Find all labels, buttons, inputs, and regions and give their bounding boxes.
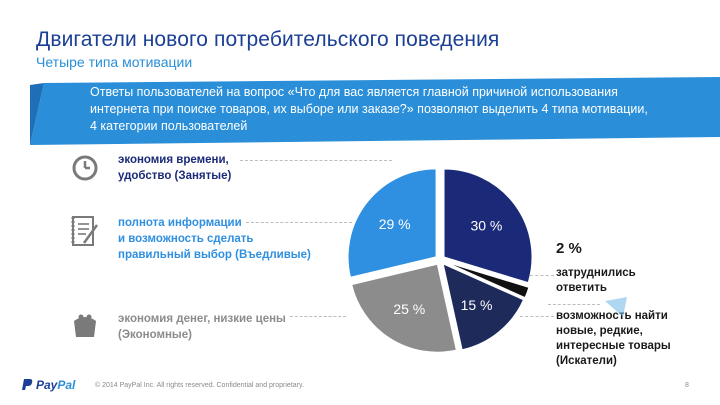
seekers-line-4: (Искатели) — [556, 355, 617, 367]
motive-economical-line-1: экономия денег, низкие цены — [118, 313, 286, 325]
undecided-percent: 2 % — [556, 240, 582, 257]
paypal-logo: PayPal — [36, 378, 75, 392]
seekers-line-1: возможность найти — [556, 310, 668, 322]
pie-slice-3 — [442, 263, 525, 351]
motive-economical-label: экономия денег, низкие цены (Экономные) — [118, 311, 318, 343]
seekers-line-3: интересные товары — [556, 340, 671, 352]
question-banner — [0, 75, 720, 147]
leader-line-thorough — [246, 222, 352, 223]
motive-thorough-line-2: и возможность сделать — [118, 233, 254, 245]
leader-line-economical — [290, 316, 346, 317]
pie-slice-1 — [443, 168, 533, 284]
paypal-logo-pal: Pal — [57, 378, 76, 392]
paypal-logo-pay: Pay — [36, 378, 58, 392]
copyright-text: © 2014 PayPal Inc. All rights reserved. … — [95, 382, 304, 389]
motive-thorough-label: полнота информации и возможность сделать… — [118, 215, 318, 263]
pie-slice-label-3: 15 % — [461, 297, 493, 313]
pie-slice-4 — [351, 263, 457, 353]
motive-busy-line-2: удобство (Занятые) — [118, 170, 232, 182]
motive-thorough-line-1: полнота информации — [118, 217, 242, 229]
banner-text: Ответы пользователей на вопрос «Что для … — [90, 85, 648, 133]
motive-thorough-line-3: правильный выбор (Въедливые) — [118, 249, 311, 261]
page-subtitle: Четыре типа мотивации — [36, 54, 193, 70]
motive-economical-line-2: (Экономные) — [118, 329, 192, 341]
seekers-line-2: новые, редкие, — [556, 325, 643, 337]
pie-slice-2 — [444, 261, 530, 299]
leader-line-undecided-2 — [548, 304, 600, 305]
undecided-line-2: ответить — [556, 282, 607, 294]
leader-line-seekers — [520, 316, 554, 317]
wallet-icon — [70, 309, 100, 341]
undecided-label: затруднились ответить — [556, 266, 636, 296]
motive-busy-line-1: экономия времени, — [118, 154, 229, 166]
paypal-logo-mark — [22, 378, 33, 391]
pie-slice-label-1: 30 % — [470, 218, 502, 234]
leader-line-undecided — [530, 275, 554, 276]
watermark-icon — [603, 295, 629, 321]
clock-icon — [70, 152, 100, 184]
page-title: Двигатели нового потребительского поведе… — [36, 28, 500, 51]
pie-slice-label-4: 25 % — [393, 301, 425, 317]
leader-line-busy — [240, 160, 392, 161]
motive-busy-label: экономия времени, удобство (Занятые) — [118, 152, 318, 184]
banner-shape — [30, 77, 720, 145]
page-number: 8 — [685, 382, 689, 389]
undecided-line-1: затруднились — [556, 267, 636, 279]
seekers-label: возможность найти новые, редкие, интерес… — [556, 309, 671, 369]
pie-slice-label-5: 29 % — [379, 216, 411, 232]
checklist-icon — [70, 213, 100, 251]
pie-slice-5 — [347, 168, 437, 278]
